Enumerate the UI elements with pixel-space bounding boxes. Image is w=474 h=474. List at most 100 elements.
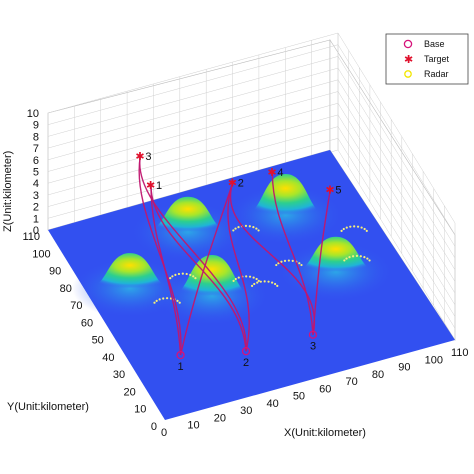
- radar-dot: [355, 254, 359, 258]
- x-tick-label: 110: [451, 347, 469, 359]
- radar-dot: [267, 280, 270, 283]
- x-tick-label: 90: [398, 362, 410, 374]
- z-tick-label: 2: [33, 202, 39, 214]
- flight-path: [271, 171, 314, 335]
- y-axis-label: Y(Unit:kilometer): [7, 401, 89, 413]
- x-tick-label: 60: [319, 383, 331, 395]
- flight-path: [150, 185, 247, 352]
- legend-target-label: Target: [424, 54, 450, 64]
- y-tick-label: 80: [60, 283, 72, 295]
- x-tick-label: 30: [240, 405, 252, 417]
- peak-surface: [245, 174, 326, 215]
- radar-dot: [349, 225, 352, 228]
- radar: [250, 280, 279, 287]
- radar-dot: [237, 226, 240, 229]
- grid-lines: [47, 32, 456, 341]
- radar-dot: [257, 229, 260, 232]
- radar: [340, 225, 368, 232]
- legend: Base ✱ Target Radar: [385, 33, 469, 85]
- radar-dot: [253, 282, 256, 286]
- legend-target-marker: ✱: [404, 53, 413, 66]
- y-tick-label: 110: [22, 231, 40, 243]
- radar-dot: [165, 297, 169, 300]
- target-label: 4: [277, 167, 283, 179]
- radar-dot: [248, 275, 252, 278]
- radar-dot: [275, 263, 278, 267]
- flight-paths: [138, 156, 332, 356]
- target-marker: ✱: [146, 179, 155, 192]
- radar-dot: [363, 227, 366, 231]
- radar-dot: [340, 229, 343, 232]
- z-tick-label: 3: [33, 190, 39, 202]
- x-tick-label: 70: [346, 376, 358, 388]
- radar-dot: [263, 280, 266, 283]
- radar-dot: [345, 257, 348, 260]
- radar-dot: [244, 224, 248, 228]
- radar-dot: [342, 227, 345, 231]
- peak: [227, 174, 344, 245]
- radar-dot: [252, 276, 255, 279]
- y-tick-label: 0: [151, 421, 157, 433]
- base-marker: [241, 347, 251, 356]
- y-tick-label: 50: [92, 335, 104, 347]
- target-label: 2: [238, 178, 244, 190]
- base-label: 2: [243, 357, 249, 369]
- radar-dot: [181, 272, 184, 275]
- x-tick-label: 0: [161, 427, 167, 439]
- radar-dot: [348, 256, 351, 259]
- radar: [232, 275, 260, 282]
- legend-base-label: Base: [424, 39, 445, 49]
- radar-dot: [158, 298, 161, 301]
- radar-dot: [353, 225, 356, 228]
- radar-dot: [300, 263, 303, 267]
- x-axis-ticks: 0 10 20 30 40 50 60 70 80 90 100 110: [161, 347, 469, 439]
- radar-dot: [174, 273, 177, 276]
- radar-dot: [171, 275, 174, 278]
- target-marker: ✱: [228, 177, 237, 190]
- flight-path: [312, 189, 332, 335]
- radar-dot: [162, 297, 165, 300]
- target-label: 1: [156, 180, 162, 192]
- axis-planes: [47, 32, 456, 342]
- base-label: 1: [178, 361, 184, 373]
- z-tick-label: 6: [33, 155, 39, 167]
- peak-surface: [295, 236, 376, 272]
- radar-dot: [252, 226, 255, 229]
- radar-dot: [234, 277, 237, 281]
- flight-path: [138, 156, 182, 356]
- radar-dot: [232, 279, 235, 282]
- flight-path: [227, 182, 250, 352]
- radar-dot: [237, 276, 240, 279]
- radar-dot: [345, 226, 348, 229]
- target-marker: ✱: [135, 150, 144, 163]
- radar-dot: [257, 279, 260, 282]
- radar-dot: [363, 256, 366, 259]
- y-tick-label: 90: [49, 266, 61, 278]
- z-tick-label: 5: [33, 167, 39, 179]
- z-tick-label: 1: [33, 213, 39, 225]
- radar-dot: [245, 275, 248, 278]
- target-label: 3: [145, 151, 151, 163]
- z-axis-label: Z(Unit:kilometer): [2, 151, 14, 232]
- z-tick-label: 8: [33, 131, 39, 143]
- radar-dot: [169, 277, 172, 280]
- flight-path: [139, 156, 247, 352]
- legend-base-marker: [403, 39, 413, 49]
- radar: [343, 254, 371, 262]
- radar-dot: [291, 259, 294, 262]
- y-tick-label: 60: [81, 317, 93, 329]
- radar-dot: [351, 255, 355, 258]
- x-tick-label: 50: [293, 391, 305, 403]
- radar-dot: [189, 273, 192, 276]
- radar-dot: [178, 301, 181, 304]
- radar-dot: [343, 259, 346, 262]
- z-tick-label: 10: [27, 108, 39, 120]
- x-tick-label: 20: [214, 412, 226, 424]
- peak-surface: [90, 253, 171, 289]
- x-tick-label: 40: [266, 398, 278, 410]
- y-tick-label: 100: [32, 248, 50, 260]
- radar-dot: [155, 299, 158, 302]
- legend-radar-marker: [404, 70, 412, 78]
